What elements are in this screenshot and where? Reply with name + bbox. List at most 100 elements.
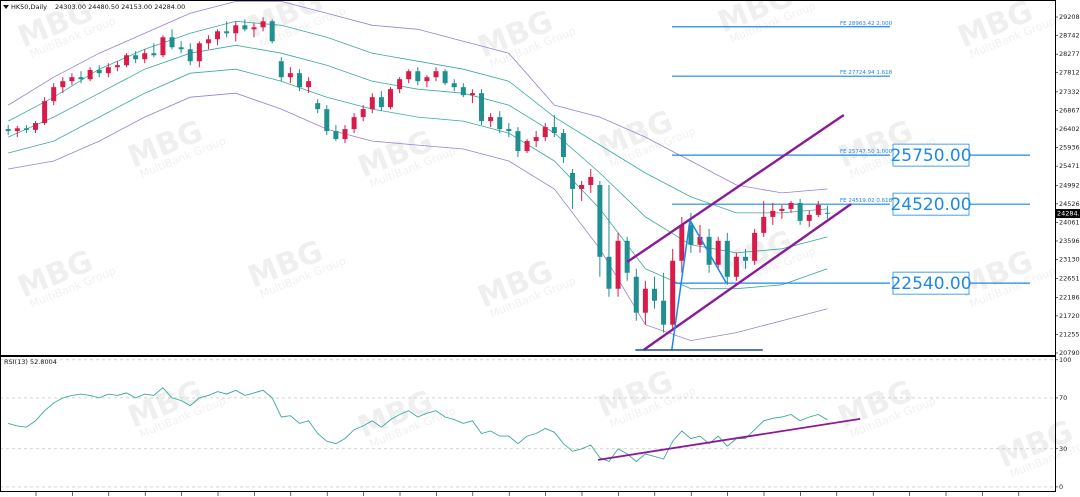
candle-body [469,93,475,96]
fib-label: FE 27724.94 1.618 [840,70,893,76]
candle-body [697,236,703,245]
candle-body [397,79,403,90]
candle-body [369,97,375,110]
candle-body [114,65,120,68]
candle-body [570,172,576,189]
y-tick-label: 24061.50 [1059,218,1080,226]
candle-body [415,71,421,82]
y-tick-label: 30 [1059,445,1067,453]
candle-body [151,53,157,56]
menu-arrow[interactable] [3,5,9,9]
candle-body [633,276,639,313]
fib-label: FE 24519.02 0.618 [840,198,893,204]
y-tick-label: 27812.10 [1059,69,1080,77]
candle-body [624,240,630,273]
candle-body [797,202,803,221]
candle-body [224,31,230,34]
candle-body [606,256,612,289]
candle-body [688,224,694,245]
y-tick-label: 100 [1059,356,1071,364]
y-tick-label: 21720.90 [1059,312,1080,320]
candle-body [23,128,29,130]
y-tick-label: 25471.50 [1059,162,1080,170]
candle-body [706,236,712,265]
candle-body [515,131,521,152]
rsi-frame [0,356,1056,492]
y-tick-label: 23596.20 [1059,237,1080,245]
price-box [892,271,970,295]
candle-body [615,240,621,289]
candle-body [342,129,348,140]
candle-body [733,256,739,277]
candle-body [551,127,557,134]
candle-body [642,288,648,313]
candle-body [679,224,685,261]
y-tick-label: 28277.40 [1059,50,1080,58]
trendline [671,219,691,351]
candle-body [533,137,539,142]
y-tick-label: 0 [1059,483,1063,491]
rsi-trendline [597,418,861,461]
candle-body [597,184,603,257]
candle-body [169,37,175,48]
candle-body [715,240,721,265]
candle-body [278,61,284,78]
candle-body [51,87,57,102]
candle-body [724,240,730,277]
candle-body [651,288,657,301]
candle-body [788,202,794,209]
y-tick-label: 27332.70 [1059,88,1080,96]
price-box-label: 25750.00 [890,146,971,166]
rsi-title: RSI(13) 52.8004 [4,358,57,366]
candle-body [160,37,166,56]
candle-body [433,71,439,78]
plot: FE 28963.42 2.000 FE 27724.94 1.618 FE 257… [0,0,1055,488]
candle-body [451,83,457,88]
candle-body [296,73,302,88]
candle-body [242,25,248,30]
y-tick-label: 25936.80 [1059,144,1080,152]
candle-body [779,208,785,211]
price-box [892,143,970,167]
price-box-label: 22540.00 [890,274,971,294]
y-tick-label: 26402.10 [1059,125,1080,133]
candle-body [142,53,148,60]
candle-body [87,70,93,80]
candle-body [815,204,821,215]
symbol: HK50,Daily [11,3,47,11]
candle-body [579,184,585,189]
fib-label: FE 25747.50 1.000 [840,149,893,155]
candle-body [5,129,11,132]
price-frame [0,0,1056,356]
candle-body [670,260,676,325]
candle-body [287,73,293,78]
y-tick-label: 29208.00 [1059,13,1080,21]
candle-body [205,39,211,44]
price-box-label: 24520.00 [890,195,971,215]
trendline [642,202,852,351]
candle-body [806,214,812,221]
ohlc-readout: 24303.00 24480.50 24153.00 24284.00 [55,3,185,11]
y-tick-label: 22651.50 [1059,275,1080,283]
candle-body [333,131,339,140]
trendline [626,114,845,263]
last-price-tag [1055,209,1080,219]
candle-body [388,89,394,108]
candle-body [269,21,275,42]
candle-body [424,77,430,82]
candle-body [524,141,530,152]
candle-body [378,97,384,108]
candle-body [306,81,312,88]
candle-body [824,212,830,214]
candle-body [442,71,448,84]
candle-body [215,31,221,40]
candle-body [233,25,239,34]
candle-body [42,101,48,124]
y-tick-label: 24992.10 [1059,181,1080,189]
candle-body [187,49,193,62]
candle-body [351,117,357,130]
y-tick-label: 28742.70 [1059,32,1080,40]
candle-body [542,127,548,138]
